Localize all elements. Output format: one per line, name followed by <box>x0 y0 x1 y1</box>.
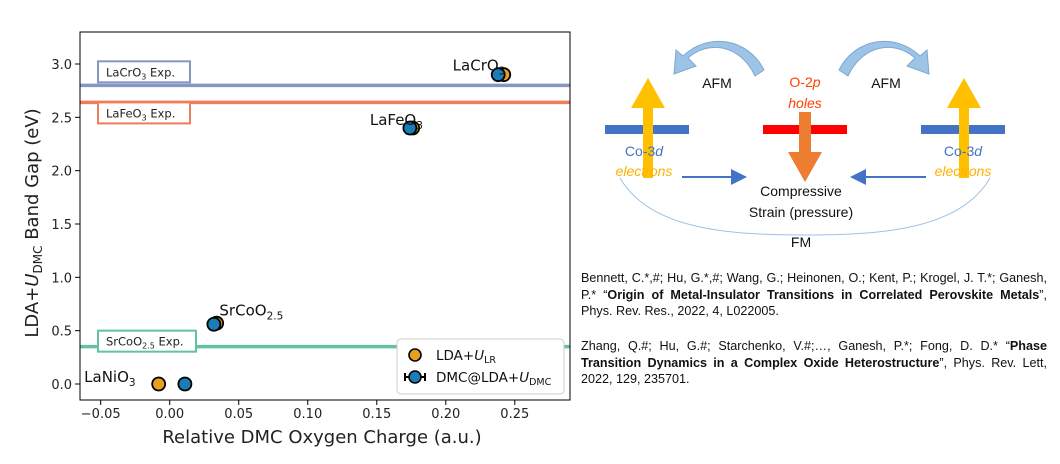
fm-label: FM <box>791 234 811 250</box>
y-axis-label-u: U <box>22 274 43 287</box>
y-tick-label-4: 2.0 <box>51 165 72 180</box>
y-axis-label: LDA+UDMC Band Gap (eV) <box>22 108 45 337</box>
reference-1-title-quote-close: ” <box>1039 287 1044 302</box>
x-tick-label-2: 0.05 <box>224 407 253 422</box>
reference-line-label-0: LaCrO3 Exp. <box>106 65 175 81</box>
legend-label-lda: LDA+ULR <box>436 348 496 366</box>
reference-2-authors: Zhang, Q.#; Hu, G.#; Starchenko, V.#;…, … <box>581 339 998 353</box>
x-tick-label-1: 0.00 <box>155 407 184 422</box>
data-points <box>151 67 512 392</box>
reference-line-label-box-1 <box>97 101 191 125</box>
y-tick-label-2: 1.0 <box>51 271 72 286</box>
point-label-0: LaNiO3 <box>84 368 135 389</box>
o-2p-label: O-2p <box>789 74 820 90</box>
point-label-1: SrCoO2.5 <box>219 302 283 323</box>
x-tick-label-5: 0.20 <box>431 407 460 422</box>
electrons-right-label: electrons <box>935 163 992 179</box>
y-tick-label-1: 0.5 <box>51 325 72 340</box>
point-series-0-0 <box>151 376 167 392</box>
spin-up-arrow-left <box>631 78 665 178</box>
reference-2-journal: , Phys. Rev. Lett, 2022, 129, 235701. <box>581 355 1047 387</box>
plot-frame <box>79 31 571 401</box>
reference-1-title-quote-open: “ <box>603 287 608 302</box>
compressive-label: Compressive <box>760 183 842 199</box>
point-series-1-0 <box>177 376 193 392</box>
y-axis-label-suffix: Band Gap (eV) <box>22 108 43 245</box>
co-3d-right-label: Co-3d <box>944 143 983 159</box>
axis-ticks: −0.05 0.00 0.05 0.10 0.15 0.20 0.25 0.0 0.5 1.0 1.… <box>51 58 529 422</box>
legend: LDA+ULR DMC@LDA+UDMC <box>396 338 565 395</box>
holes-label: holes <box>788 95 821 111</box>
x-tick-label-6: 0.25 <box>500 407 529 422</box>
point-label-3: LaCrO3 <box>453 56 506 77</box>
legend-label-dmc: DMC@LDA+UDMC <box>436 370 552 388</box>
legend-marker-lda <box>408 348 422 362</box>
legend-box <box>396 338 565 395</box>
x-tick-label-0: −0.05 <box>81 407 121 422</box>
afm-left-curved-arrow <box>673 40 765 77</box>
y-tick-label-5: 2.5 <box>51 111 72 126</box>
reference-line-label-1: LaFeO3 Exp. <box>106 106 175 122</box>
y-tick-label-6: 3.0 <box>51 58 72 73</box>
point-labels: LaNiO3 SrCoO2.5 LaFeO3 LaCrO3 <box>84 56 505 388</box>
reference-2-title-quote-open: “ <box>1005 339 1010 353</box>
y-tick-label-3: 1.5 <box>51 218 72 233</box>
reference-2-title: Phase Transition Dynamics in a Complex O… <box>581 339 1048 370</box>
band-gap-chart: LaCrO3 Exp. LaFeO3 Exp. SrCoO2.5 Exp. −0.0… <box>22 31 571 448</box>
reference-lines: LaCrO3 Exp. LaFeO3 Exp. SrCoO2.5 Exp. <box>80 60 570 353</box>
reference-1-title: Origin of Metal-Insulator Transitions in… <box>607 287 1040 302</box>
reference-1-authors: Bennett, C.*,#; Hu, G.*,#; Wang, G.; Hei… <box>581 271 1047 302</box>
y-axis-label-prefix: LDA+ <box>22 287 43 338</box>
reference-2-title-quote-close: ” <box>939 355 944 370</box>
x-tick-label-4: 0.15 <box>362 407 391 422</box>
y-axis-label-sub: DMC <box>31 246 45 274</box>
reference-line-label-box-0 <box>97 60 191 84</box>
x-axis-label: Relative DMC Oxygen Charge (a.u.) <box>162 427 481 448</box>
spin-down-arrow-center <box>788 112 822 182</box>
afm-fm-diagram: AFM AFM O-2p holes Co-3d electrons Co-3d… <box>605 40 1005 250</box>
reference-2: Zhang, Q.#; Hu, G.#; Starchenko, V.#;…, … <box>581 338 1047 388</box>
afm-right-curved-arrow <box>838 40 930 77</box>
point-series-1-2 <box>402 120 418 136</box>
point-label-2: LaFeO3 <box>370 111 423 132</box>
afm-left-label: AFM <box>702 75 732 91</box>
reference-line-label-2: SrCoO2.5 Exp. <box>106 335 184 351</box>
spin-up-arrow-right <box>947 78 981 178</box>
y-tick-label-0: 0.0 <box>51 378 72 393</box>
reference-1: Bennett, C.*,#; Hu, G.*,#; Wang, G.; Hei… <box>581 270 1047 320</box>
strain-label: Strain (pressure) <box>749 204 853 220</box>
fm-arc <box>619 177 991 236</box>
afm-right-label: AFM <box>871 75 901 91</box>
reference-line-label-box-2 <box>97 329 197 353</box>
reference-1-journal: , Phys. Rev. Res., 2022, 4, L022005. <box>581 287 1047 319</box>
electrons-left-label: electrons <box>616 163 673 179</box>
point-series-1-3 <box>490 67 506 83</box>
point-series-1-1 <box>206 316 222 332</box>
x-tick-label-3: 0.10 <box>293 407 322 422</box>
legend-marker-dmc <box>408 370 422 384</box>
co-3d-left-label: Co-3d <box>625 143 664 159</box>
